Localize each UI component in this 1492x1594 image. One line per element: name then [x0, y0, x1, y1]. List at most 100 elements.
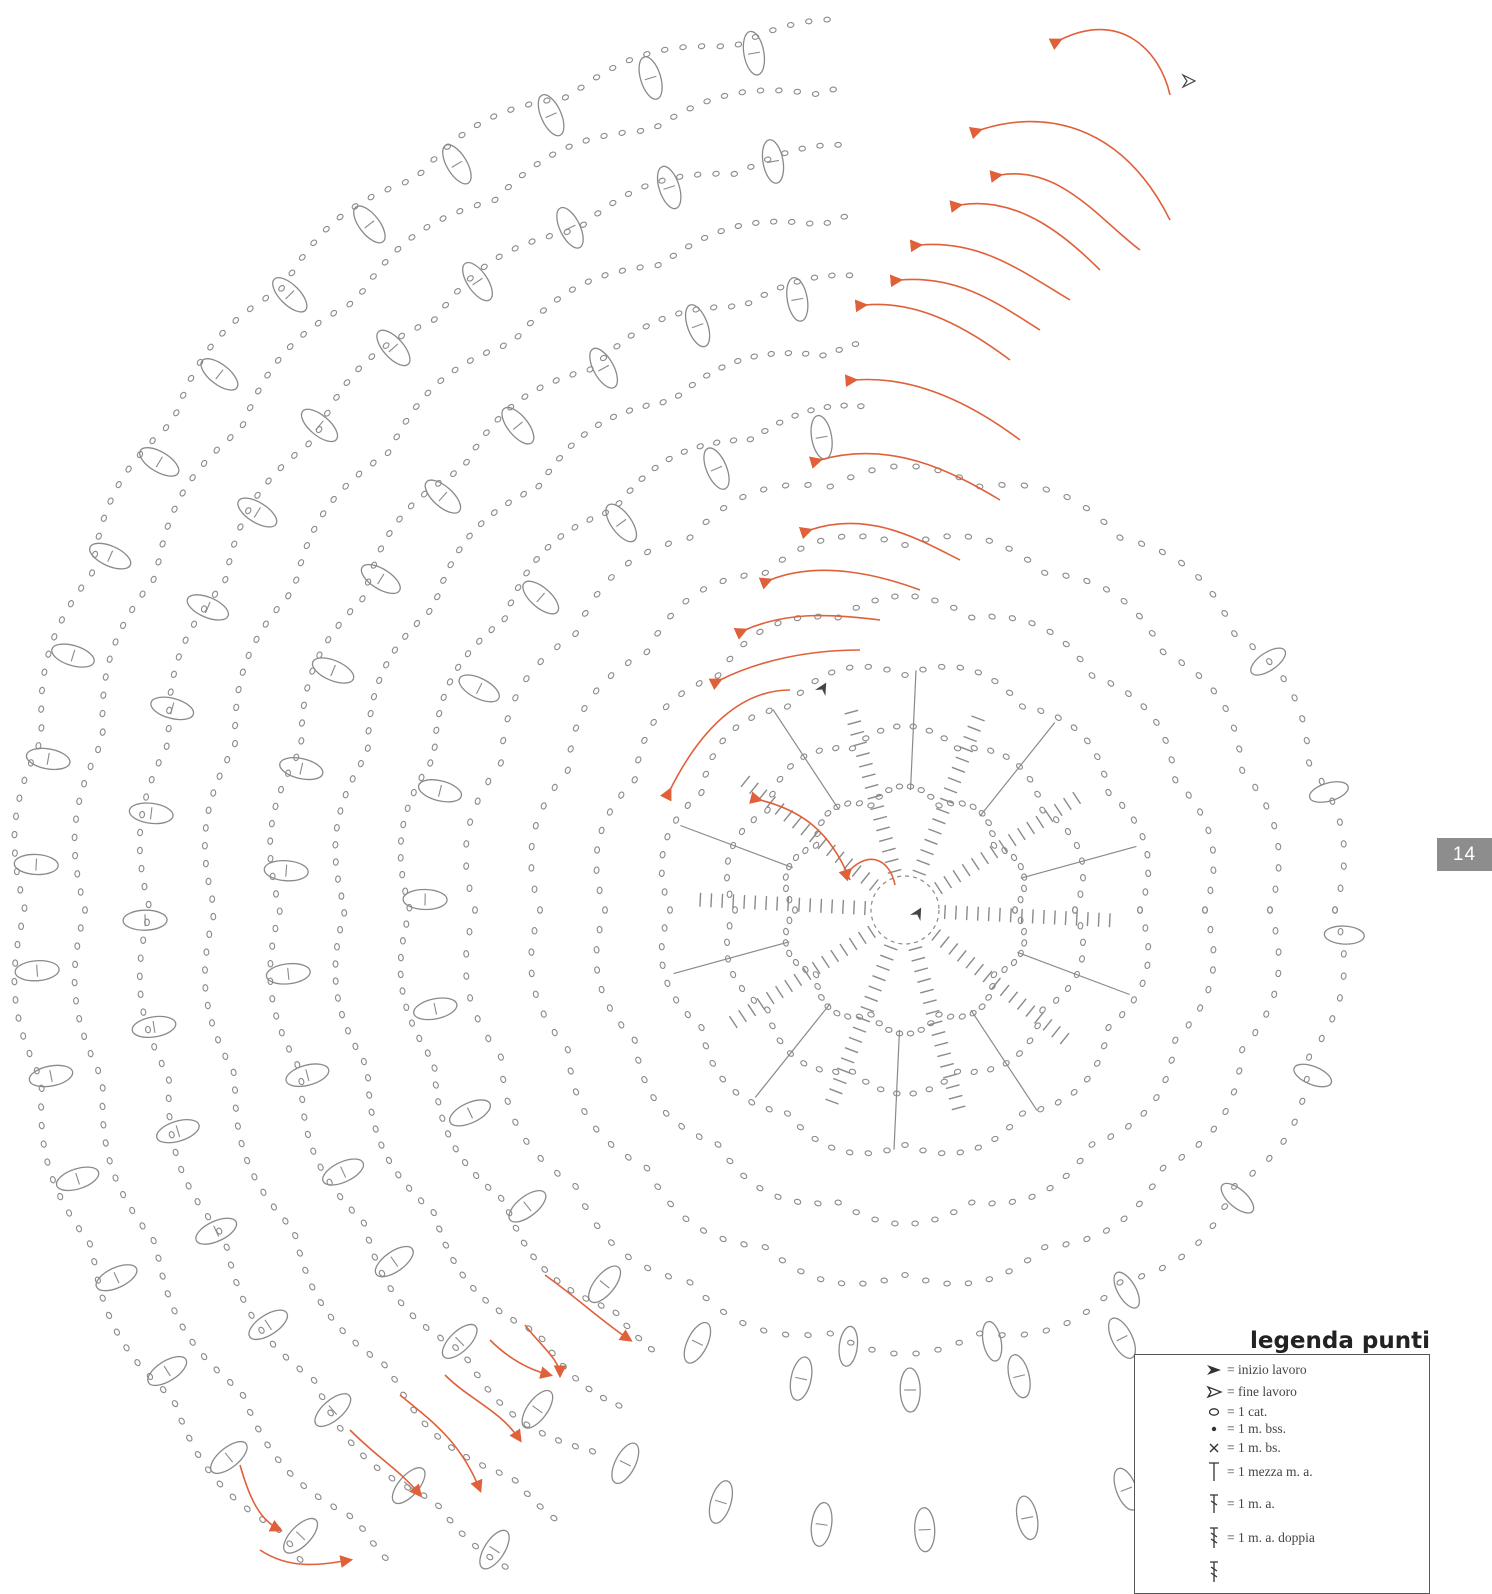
- chain-stitch: [702, 518, 710, 525]
- double-stitch: [851, 732, 865, 736]
- chain-stitch: [594, 867, 600, 874]
- chain-stitch: [396, 515, 404, 523]
- chain-stitch: [881, 1278, 888, 1283]
- chain-stitch: [1119, 801, 1126, 809]
- petal-cluster: [979, 1320, 1004, 1363]
- chain-stitch: [203, 824, 209, 831]
- chain-stitch: [452, 1145, 459, 1153]
- chain-stitch: [1205, 827, 1211, 834]
- chain-stitch: [330, 1503, 338, 1511]
- chain-stitch: [1252, 784, 1259, 792]
- double-stitch: [1098, 913, 1099, 927]
- chain-stitch: [333, 393, 341, 401]
- chain-stitch: [1168, 1056, 1175, 1064]
- chain-stitch: [797, 1268, 804, 1274]
- chain-stitch: [521, 393, 529, 401]
- chain-stitch: [292, 1232, 299, 1240]
- chain-stitch: [464, 1356, 472, 1364]
- chain-stitch: [650, 1094, 658, 1102]
- chain-stitch: [397, 1299, 405, 1307]
- chain-stitch: [260, 1188, 267, 1196]
- chain-stitch: [38, 724, 44, 731]
- chain-stitch: [368, 1108, 375, 1116]
- chain-stitch: [20, 1032, 26, 1039]
- chain-stitch: [529, 970, 535, 977]
- chain-stitch: [662, 703, 670, 711]
- chain-stitch: [75, 871, 80, 878]
- chain-stitch: [607, 1239, 615, 1247]
- chain-stitch: [232, 740, 238, 747]
- chain-stitch: [314, 1493, 322, 1501]
- chain-stitch: [1041, 1244, 1049, 1251]
- chain-stitch: [538, 907, 543, 913]
- double-stitch: [845, 710, 859, 714]
- chain-stitch: [535, 482, 543, 490]
- chain-stitch: [537, 658, 545, 666]
- chain-stitch: [141, 1009, 147, 1016]
- chain-stitch: [734, 358, 742, 364]
- chain-stitch: [784, 1110, 792, 1117]
- chain-stitch: [333, 978, 339, 985]
- double-stitch: [865, 785, 879, 789]
- chain-stitch: [988, 613, 996, 619]
- chain-stitch: [1266, 1154, 1274, 1162]
- chain-stitch: [802, 847, 809, 855]
- chain-stitch: [400, 937, 405, 944]
- chain-stitch: [1333, 907, 1338, 913]
- chain-stitch: [592, 687, 600, 695]
- chain-stitch: [581, 609, 589, 617]
- chain-stitch: [836, 347, 843, 353]
- chain-stitch: [783, 873, 789, 880]
- chain-stitch: [714, 1141, 722, 1149]
- direction-arrow: [760, 800, 850, 880]
- chain-stitch: [968, 614, 975, 620]
- chain-stitch: [1062, 1241, 1070, 1248]
- chain-stitch: [529, 864, 534, 871]
- chain-stitch: [1138, 907, 1143, 913]
- double-stitch: [1054, 804, 1062, 816]
- chain-stitch: [454, 663, 461, 671]
- chain-stitch: [1135, 612, 1143, 620]
- petal-crossbar: [456, 1337, 464, 1346]
- chain-stitch: [1268, 907, 1273, 913]
- chain-stitch: [72, 834, 77, 841]
- chain-stitch: [1209, 1222, 1217, 1230]
- chain-stitch: [1063, 1320, 1071, 1327]
- chain-stitch: [213, 1366, 221, 1374]
- chain-stitch: [782, 1331, 789, 1337]
- chain-stitch: [877, 728, 884, 734]
- chain-stitch: [452, 1344, 460, 1352]
- chain-stitch: [1185, 791, 1192, 799]
- chain-stitch: [409, 1019, 415, 1026]
- chain-stitch: [273, 1012, 279, 1019]
- chain-stitch: [852, 341, 859, 346]
- chain-stitch: [589, 1448, 597, 1455]
- double-stitch: [879, 838, 893, 842]
- chain-stitch: [398, 971, 404, 978]
- chain-stitch: [624, 659, 632, 667]
- chain-stitch: [159, 1272, 166, 1280]
- chain-stitch: [572, 630, 580, 638]
- chain-stitch: [164, 522, 171, 530]
- chain-stitch: [779, 556, 787, 563]
- chain-stitch: [286, 343, 294, 351]
- chain-stitch: [398, 954, 403, 961]
- chain-stitch: [91, 1258, 98, 1266]
- chain-stitch: [1076, 655, 1084, 663]
- chain-stitch: [401, 178, 409, 186]
- double-stitch: [914, 968, 928, 972]
- chain-stitch: [577, 84, 585, 91]
- chain-stitch: [609, 200, 617, 207]
- double-stitch: [848, 721, 862, 725]
- chain-stitch: [1195, 672, 1203, 680]
- chain-stitch: [400, 871, 405, 878]
- legend-row-half-double: = 1 mezza m. a.: [1205, 1461, 1313, 1483]
- chain-stitch: [72, 979, 77, 986]
- chain-stitch: [765, 1105, 773, 1113]
- chain-stitch: [1120, 597, 1128, 605]
- chain-stitch: [1138, 540, 1146, 548]
- chain-stitch: [500, 1076, 507, 1084]
- chain-stitch: [1034, 790, 1042, 798]
- double-stitch: [810, 898, 811, 912]
- chain-stitch: [423, 223, 431, 231]
